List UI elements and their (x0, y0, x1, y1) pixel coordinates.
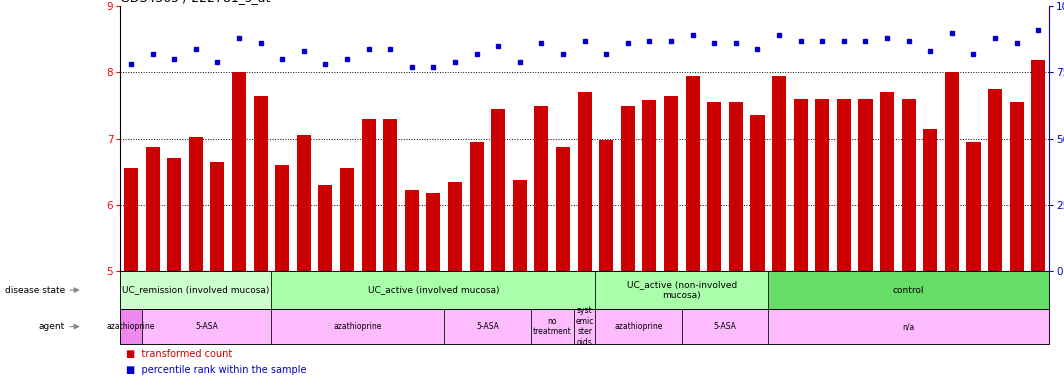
Bar (492, 109, 505, 271)
Bar (556, 147, 570, 271)
Bar (513, 180, 527, 271)
Text: control: control (893, 286, 925, 295)
Bar (924, 129, 937, 271)
Bar (966, 142, 981, 271)
Bar (427, 193, 440, 271)
Bar (146, 147, 160, 271)
Bar (837, 99, 851, 271)
Bar (621, 106, 635, 271)
Bar (534, 106, 548, 271)
Bar (880, 92, 894, 271)
Bar (578, 92, 592, 271)
Bar (988, 89, 1002, 271)
Bar (664, 96, 678, 271)
Bar (253, 96, 268, 271)
Text: no
treatment: no treatment (533, 317, 571, 336)
Text: syst
emic
ster
oids: syst emic ster oids (576, 306, 594, 347)
Bar (901, 99, 916, 271)
Text: GDS4365 / 222781_s_at: GDS4365 / 222781_s_at (120, 0, 270, 4)
Bar (383, 119, 397, 271)
Bar (643, 100, 656, 271)
Text: ■  transformed count: ■ transformed count (126, 349, 232, 359)
Bar (750, 116, 765, 271)
Bar (276, 165, 289, 271)
Bar (318, 185, 332, 271)
Text: 5-ASA: 5-ASA (714, 322, 736, 331)
Bar (1031, 60, 1045, 271)
Bar (404, 190, 419, 271)
Bar (599, 140, 613, 271)
Bar (729, 102, 743, 271)
Bar (188, 137, 203, 271)
Text: disease state: disease state (4, 286, 65, 295)
Bar (794, 99, 808, 271)
Bar (167, 159, 181, 271)
Bar (448, 182, 462, 271)
Bar (469, 142, 484, 271)
Text: 5-ASA: 5-ASA (195, 322, 218, 331)
Text: agent: agent (38, 322, 65, 331)
Text: azathioprine: azathioprine (106, 322, 155, 331)
Bar (859, 99, 872, 271)
Bar (708, 102, 721, 271)
Bar (685, 76, 700, 271)
Text: UC_remission (involved mucosa): UC_remission (involved mucosa) (122, 286, 269, 295)
Bar (232, 73, 246, 271)
Text: ■  percentile rank within the sample: ■ percentile rank within the sample (126, 365, 306, 375)
Bar (772, 76, 786, 271)
Bar (362, 119, 376, 271)
Bar (1010, 102, 1024, 271)
Text: UC_active (non-involved
mucosa): UC_active (non-involved mucosa) (627, 280, 737, 300)
Bar (211, 162, 225, 271)
Bar (297, 135, 311, 271)
Bar (945, 73, 959, 271)
Text: n/a: n/a (902, 322, 915, 331)
Bar (124, 169, 138, 271)
Text: UC_active (involved mucosa): UC_active (involved mucosa) (368, 286, 499, 295)
Text: 5-ASA: 5-ASA (476, 322, 499, 331)
Bar (815, 99, 829, 271)
Bar (340, 169, 354, 271)
Text: azathioprine: azathioprine (615, 322, 663, 331)
Text: azathioprine: azathioprine (334, 322, 382, 331)
